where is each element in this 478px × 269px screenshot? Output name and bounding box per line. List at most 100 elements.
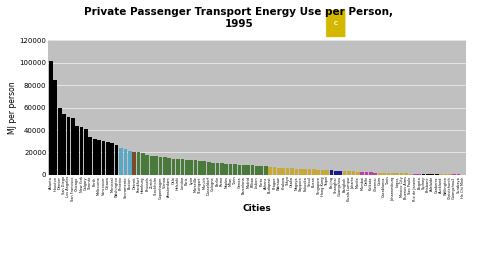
Bar: [312, 169, 316, 175]
Bar: [382, 173, 386, 175]
Bar: [246, 165, 250, 175]
Bar: [294, 169, 298, 175]
Bar: [198, 161, 202, 175]
Bar: [181, 159, 184, 175]
Bar: [172, 159, 175, 175]
Bar: [316, 170, 320, 175]
Bar: [404, 174, 408, 175]
Bar: [255, 166, 259, 175]
Text: Private Passenger Transport Energy Use per Person,
1995: Private Passenger Transport Energy Use p…: [85, 7, 393, 29]
Bar: [387, 173, 391, 175]
Bar: [106, 142, 110, 175]
Bar: [347, 171, 351, 175]
Bar: [102, 141, 105, 175]
Bar: [242, 165, 246, 175]
Bar: [452, 174, 456, 175]
Bar: [176, 159, 180, 175]
Bar: [430, 174, 434, 175]
Bar: [141, 153, 145, 175]
Bar: [137, 153, 141, 175]
Bar: [58, 108, 62, 175]
Bar: [250, 165, 254, 175]
Bar: [282, 168, 285, 175]
Bar: [325, 170, 329, 175]
Bar: [343, 171, 347, 175]
Bar: [338, 171, 342, 175]
Bar: [110, 143, 114, 175]
Bar: [356, 172, 359, 175]
Bar: [308, 169, 311, 175]
Bar: [378, 173, 381, 175]
Bar: [154, 156, 158, 175]
Bar: [373, 173, 377, 175]
Bar: [417, 174, 421, 175]
Bar: [145, 155, 149, 175]
Bar: [159, 157, 163, 175]
Bar: [422, 174, 425, 175]
Bar: [88, 137, 92, 175]
Bar: [400, 173, 403, 175]
Bar: [272, 167, 276, 175]
Bar: [439, 174, 443, 175]
Bar: [167, 158, 171, 175]
Bar: [62, 114, 66, 175]
Y-axis label: MJ per person: MJ per person: [8, 81, 17, 134]
Bar: [128, 151, 131, 175]
Bar: [97, 140, 101, 175]
Bar: [185, 160, 189, 175]
Bar: [84, 129, 88, 175]
X-axis label: Cities: Cities: [242, 204, 272, 213]
Bar: [189, 160, 193, 175]
Bar: [119, 148, 123, 175]
Bar: [321, 170, 325, 175]
Bar: [365, 172, 369, 175]
Bar: [76, 126, 79, 175]
Bar: [238, 165, 241, 175]
Bar: [290, 168, 294, 175]
Bar: [194, 160, 197, 175]
Bar: [444, 174, 447, 175]
Bar: [360, 172, 364, 175]
Bar: [123, 149, 127, 175]
Bar: [71, 118, 75, 175]
Bar: [233, 164, 237, 175]
Bar: [330, 170, 333, 175]
Bar: [203, 161, 206, 175]
Bar: [54, 80, 57, 175]
Bar: [457, 174, 460, 175]
Bar: [268, 167, 272, 175]
FancyBboxPatch shape: [326, 10, 346, 37]
Bar: [409, 174, 412, 175]
Bar: [66, 116, 70, 175]
Bar: [216, 162, 219, 175]
Bar: [93, 139, 97, 175]
Bar: [334, 171, 337, 175]
Bar: [49, 61, 53, 175]
Bar: [115, 145, 119, 175]
Text: C: C: [334, 21, 338, 26]
Bar: [413, 174, 417, 175]
Bar: [395, 173, 399, 175]
Bar: [211, 162, 215, 175]
Bar: [277, 168, 281, 175]
Bar: [286, 168, 290, 175]
Bar: [220, 163, 224, 175]
Bar: [229, 164, 232, 175]
Bar: [132, 153, 136, 175]
Bar: [207, 162, 211, 175]
Bar: [303, 169, 307, 175]
Bar: [224, 164, 228, 175]
Bar: [435, 174, 438, 175]
Bar: [351, 172, 355, 175]
Text: Curtin University: Curtin University: [374, 21, 434, 26]
Bar: [426, 174, 430, 175]
Bar: [163, 157, 167, 175]
Bar: [80, 127, 84, 175]
Bar: [391, 173, 395, 175]
Bar: [150, 156, 153, 175]
Bar: [260, 166, 263, 175]
Bar: [299, 169, 303, 175]
Bar: [369, 172, 373, 175]
Bar: [264, 167, 268, 175]
Bar: [448, 174, 452, 175]
